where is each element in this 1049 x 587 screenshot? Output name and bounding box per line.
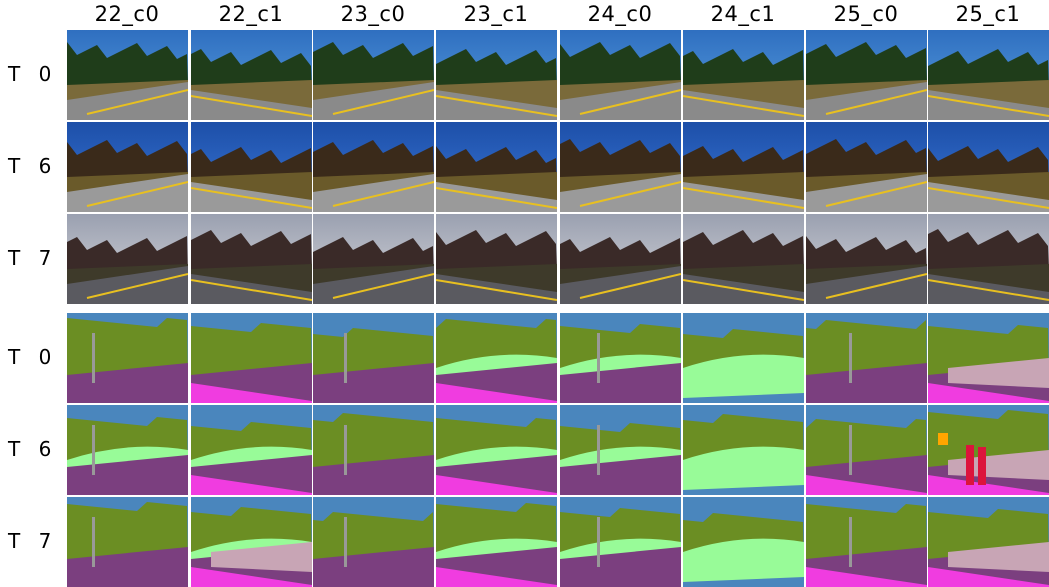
column-label-22_c0: 22_c0 xyxy=(94,2,160,26)
column-label-23_c1: 23_c1 xyxy=(463,2,529,26)
column-label-25_c0: 25_c0 xyxy=(833,2,899,26)
segmentation-tile xyxy=(313,405,434,495)
column-label-23_c0: 23_c0 xyxy=(340,2,406,26)
photo-tile xyxy=(560,214,681,304)
photo-tile xyxy=(560,122,681,212)
segmentation-tile xyxy=(560,313,681,403)
photo-tile xyxy=(436,122,557,212)
photo-tile xyxy=(436,30,557,120)
segmentation-tile xyxy=(67,405,188,495)
photo-tile xyxy=(683,214,804,304)
segmentation-tile xyxy=(928,497,1049,587)
photo-tile xyxy=(67,122,188,212)
segmentation-tile xyxy=(436,497,557,587)
segmentation-row-label: T 0 xyxy=(8,345,58,369)
column-label-22_c1: 22_c1 xyxy=(218,2,284,26)
photo-tile xyxy=(560,30,681,120)
segmentation-tile xyxy=(683,497,804,587)
segmentation-tile xyxy=(560,497,681,587)
photo-tile xyxy=(928,122,1049,212)
photo-tile xyxy=(806,122,927,212)
column-label-24_c0: 24_c0 xyxy=(587,2,653,26)
photo-tile xyxy=(191,214,312,304)
column-label-24_c1: 24_c1 xyxy=(710,2,776,26)
photo-tile xyxy=(806,214,927,304)
column-label-25_c1: 25_c1 xyxy=(955,2,1021,26)
segmentation-tile xyxy=(191,313,312,403)
photo-row-label: T 6 xyxy=(8,154,58,178)
segmentation-tile xyxy=(806,497,927,587)
segmentation-tile xyxy=(806,313,927,403)
segmentation-tile xyxy=(683,405,804,495)
segmentation-tile xyxy=(313,313,434,403)
photo-tile xyxy=(191,122,312,212)
segmentation-tile xyxy=(67,313,188,403)
photo-tile xyxy=(67,214,188,304)
segmentation-tile xyxy=(928,313,1049,403)
photo-tile xyxy=(806,30,927,120)
segmentation-tile xyxy=(313,497,434,587)
photo-tile xyxy=(67,30,188,120)
photo-tile xyxy=(683,30,804,120)
photo-tile xyxy=(436,214,557,304)
segmentation-tile xyxy=(191,405,312,495)
photo-row-label: T 7 xyxy=(8,246,58,270)
segmentation-row-label: T 6 xyxy=(8,437,58,461)
photo-row-label: T 0 xyxy=(8,62,58,86)
segmentation-tile xyxy=(806,405,927,495)
segmentation-row-label: T 7 xyxy=(8,529,58,553)
segmentation-tile xyxy=(683,313,804,403)
segmentation-tile xyxy=(560,405,681,495)
segmentation-tile xyxy=(436,405,557,495)
photo-tile xyxy=(928,214,1049,304)
segmentation-tile xyxy=(436,313,557,403)
photo-tile xyxy=(313,122,434,212)
photo-tile xyxy=(313,214,434,304)
photo-tile xyxy=(191,30,312,120)
photo-tile xyxy=(928,30,1049,120)
segmentation-tile xyxy=(191,497,312,587)
photo-tile xyxy=(683,122,804,212)
photo-tile xyxy=(313,30,434,120)
segmentation-tile xyxy=(928,405,1049,495)
segmentation-tile xyxy=(67,497,188,587)
